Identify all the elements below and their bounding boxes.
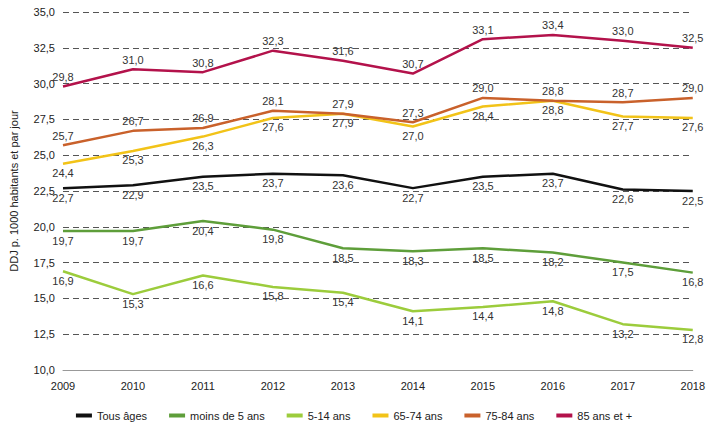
svg-text:15,0: 15,0 <box>34 292 55 304</box>
svg-text:22,9: 22,9 <box>122 189 143 201</box>
svg-text:26,7: 26,7 <box>122 115 143 127</box>
svg-text:23,7: 23,7 <box>542 177 563 189</box>
svg-text:14,4: 14,4 <box>472 310 493 322</box>
svg-text:27,9: 27,9 <box>332 117 353 129</box>
svg-text:2013: 2013 <box>331 380 355 392</box>
svg-text:23,5: 23,5 <box>472 180 493 192</box>
svg-text:18,3: 18,3 <box>402 255 423 267</box>
svg-text:2012: 2012 <box>261 380 285 392</box>
svg-text:24,4: 24,4 <box>52 167 73 179</box>
svg-text:2018: 2018 <box>681 380 705 392</box>
svg-text:17,5: 17,5 <box>34 257 55 269</box>
svg-text:25,3: 25,3 <box>122 154 143 166</box>
svg-text:33,4: 33,4 <box>542 19 563 31</box>
svg-text:35,0: 35,0 <box>34 6 55 18</box>
svg-text:14,1: 14,1 <box>402 315 423 327</box>
svg-text:15,3: 15,3 <box>122 298 143 310</box>
svg-text:16,6: 16,6 <box>192 279 213 291</box>
svg-text:2009: 2009 <box>51 380 75 392</box>
svg-text:17,5: 17,5 <box>612 266 633 278</box>
svg-text:28,1: 28,1 <box>262 95 283 107</box>
svg-text:13,2: 13,2 <box>612 328 633 340</box>
svg-text:25,7: 25,7 <box>52 130 73 142</box>
svg-text:12,8: 12,8 <box>682 333 703 345</box>
svg-text:22,7: 22,7 <box>52 192 73 204</box>
svg-text:26,3: 26,3 <box>192 140 213 152</box>
svg-text:30,0: 30,0 <box>33 77 55 90</box>
svg-text:30,8: 30,8 <box>192 57 213 69</box>
svg-text:31,6: 31,6 <box>332 45 353 57</box>
svg-text:2014: 2014 <box>401 380 425 392</box>
svg-text:10,0: 10,0 <box>34 364 55 376</box>
svg-text:2011: 2011 <box>191 380 215 392</box>
svg-text:26,9: 26,9 <box>192 112 213 124</box>
svg-text:2010: 2010 <box>121 380 145 392</box>
svg-text:5-14 ans: 5-14 ans <box>308 410 351 422</box>
svg-text:29,8: 29,8 <box>52 71 73 83</box>
svg-text:20,4: 20,4 <box>192 225 213 237</box>
svg-text:19,7: 19,7 <box>52 235 73 247</box>
svg-text:15,8: 15,8 <box>262 290 283 302</box>
svg-text:23,6: 23,6 <box>332 179 353 191</box>
svg-text:DDJ p. 1000 habitants et par j: DDJ p. 1000 habitants et par jour <box>8 110 20 272</box>
svg-text:18,5: 18,5 <box>332 252 353 264</box>
svg-text:25,0: 25,0 <box>34 149 55 161</box>
svg-text:33,1: 33,1 <box>472 24 493 36</box>
svg-text:28,7: 28,7 <box>612 87 633 99</box>
svg-text:27,6: 27,6 <box>682 121 703 133</box>
svg-text:27,5: 27,5 <box>34 113 55 125</box>
svg-text:15,4: 15,4 <box>332 296 353 308</box>
svg-text:19,8: 19,8 <box>262 233 283 245</box>
svg-text:Tous âges: Tous âges <box>97 410 148 422</box>
svg-text:23,5: 23,5 <box>192 180 213 192</box>
svg-text:2015: 2015 <box>471 380 495 392</box>
svg-text:28,8: 28,8 <box>542 85 563 97</box>
svg-text:23,7: 23,7 <box>262 177 283 189</box>
svg-text:31,0: 31,0 <box>122 54 143 66</box>
svg-text:moins de 5 ans: moins de 5 ans <box>190 410 265 422</box>
svg-text:32,3: 32,3 <box>262 35 283 47</box>
svg-text:19,7: 19,7 <box>122 235 143 247</box>
svg-text:2016: 2016 <box>541 380 565 392</box>
svg-text:27,7: 27,7 <box>612 120 633 132</box>
svg-text:28,4: 28,4 <box>472 110 493 122</box>
svg-text:22,7: 22,7 <box>402 192 423 204</box>
svg-text:16,8: 16,8 <box>682 276 703 288</box>
svg-text:30,7: 30,7 <box>402 58 423 70</box>
svg-text:22,5: 22,5 <box>682 195 703 207</box>
svg-text:32,5: 32,5 <box>34 42 55 54</box>
svg-text:20,0: 20,0 <box>34 221 55 233</box>
svg-text:22,6: 22,6 <box>612 193 633 205</box>
svg-text:27,0: 27,0 <box>402 130 423 142</box>
svg-text:28,8: 28,8 <box>542 104 563 116</box>
svg-text:75-84 ans: 75-84 ans <box>485 410 534 422</box>
svg-text:65-74 ans: 65-74 ans <box>393 410 442 422</box>
svg-text:16,9: 16,9 <box>52 275 73 287</box>
svg-text:27,3: 27,3 <box>402 107 423 119</box>
svg-text:12,5: 12,5 <box>34 328 55 340</box>
svg-text:85 ans et +: 85 ans et + <box>577 410 632 422</box>
svg-text:27,6: 27,6 <box>262 121 283 133</box>
svg-text:18,2: 18,2 <box>542 256 563 268</box>
svg-text:27,9: 27,9 <box>332 98 353 110</box>
svg-text:33,0: 33,0 <box>612 25 633 37</box>
svg-text:29,0: 29,0 <box>472 82 493 94</box>
svg-text:32,5: 32,5 <box>682 32 703 44</box>
svg-text:2017: 2017 <box>611 380 635 392</box>
svg-text:29,0: 29,0 <box>682 82 703 94</box>
svg-text:18,5: 18,5 <box>472 252 493 264</box>
svg-text:14,8: 14,8 <box>542 305 563 317</box>
svg-text:22,5: 22,5 <box>33 185 55 197</box>
